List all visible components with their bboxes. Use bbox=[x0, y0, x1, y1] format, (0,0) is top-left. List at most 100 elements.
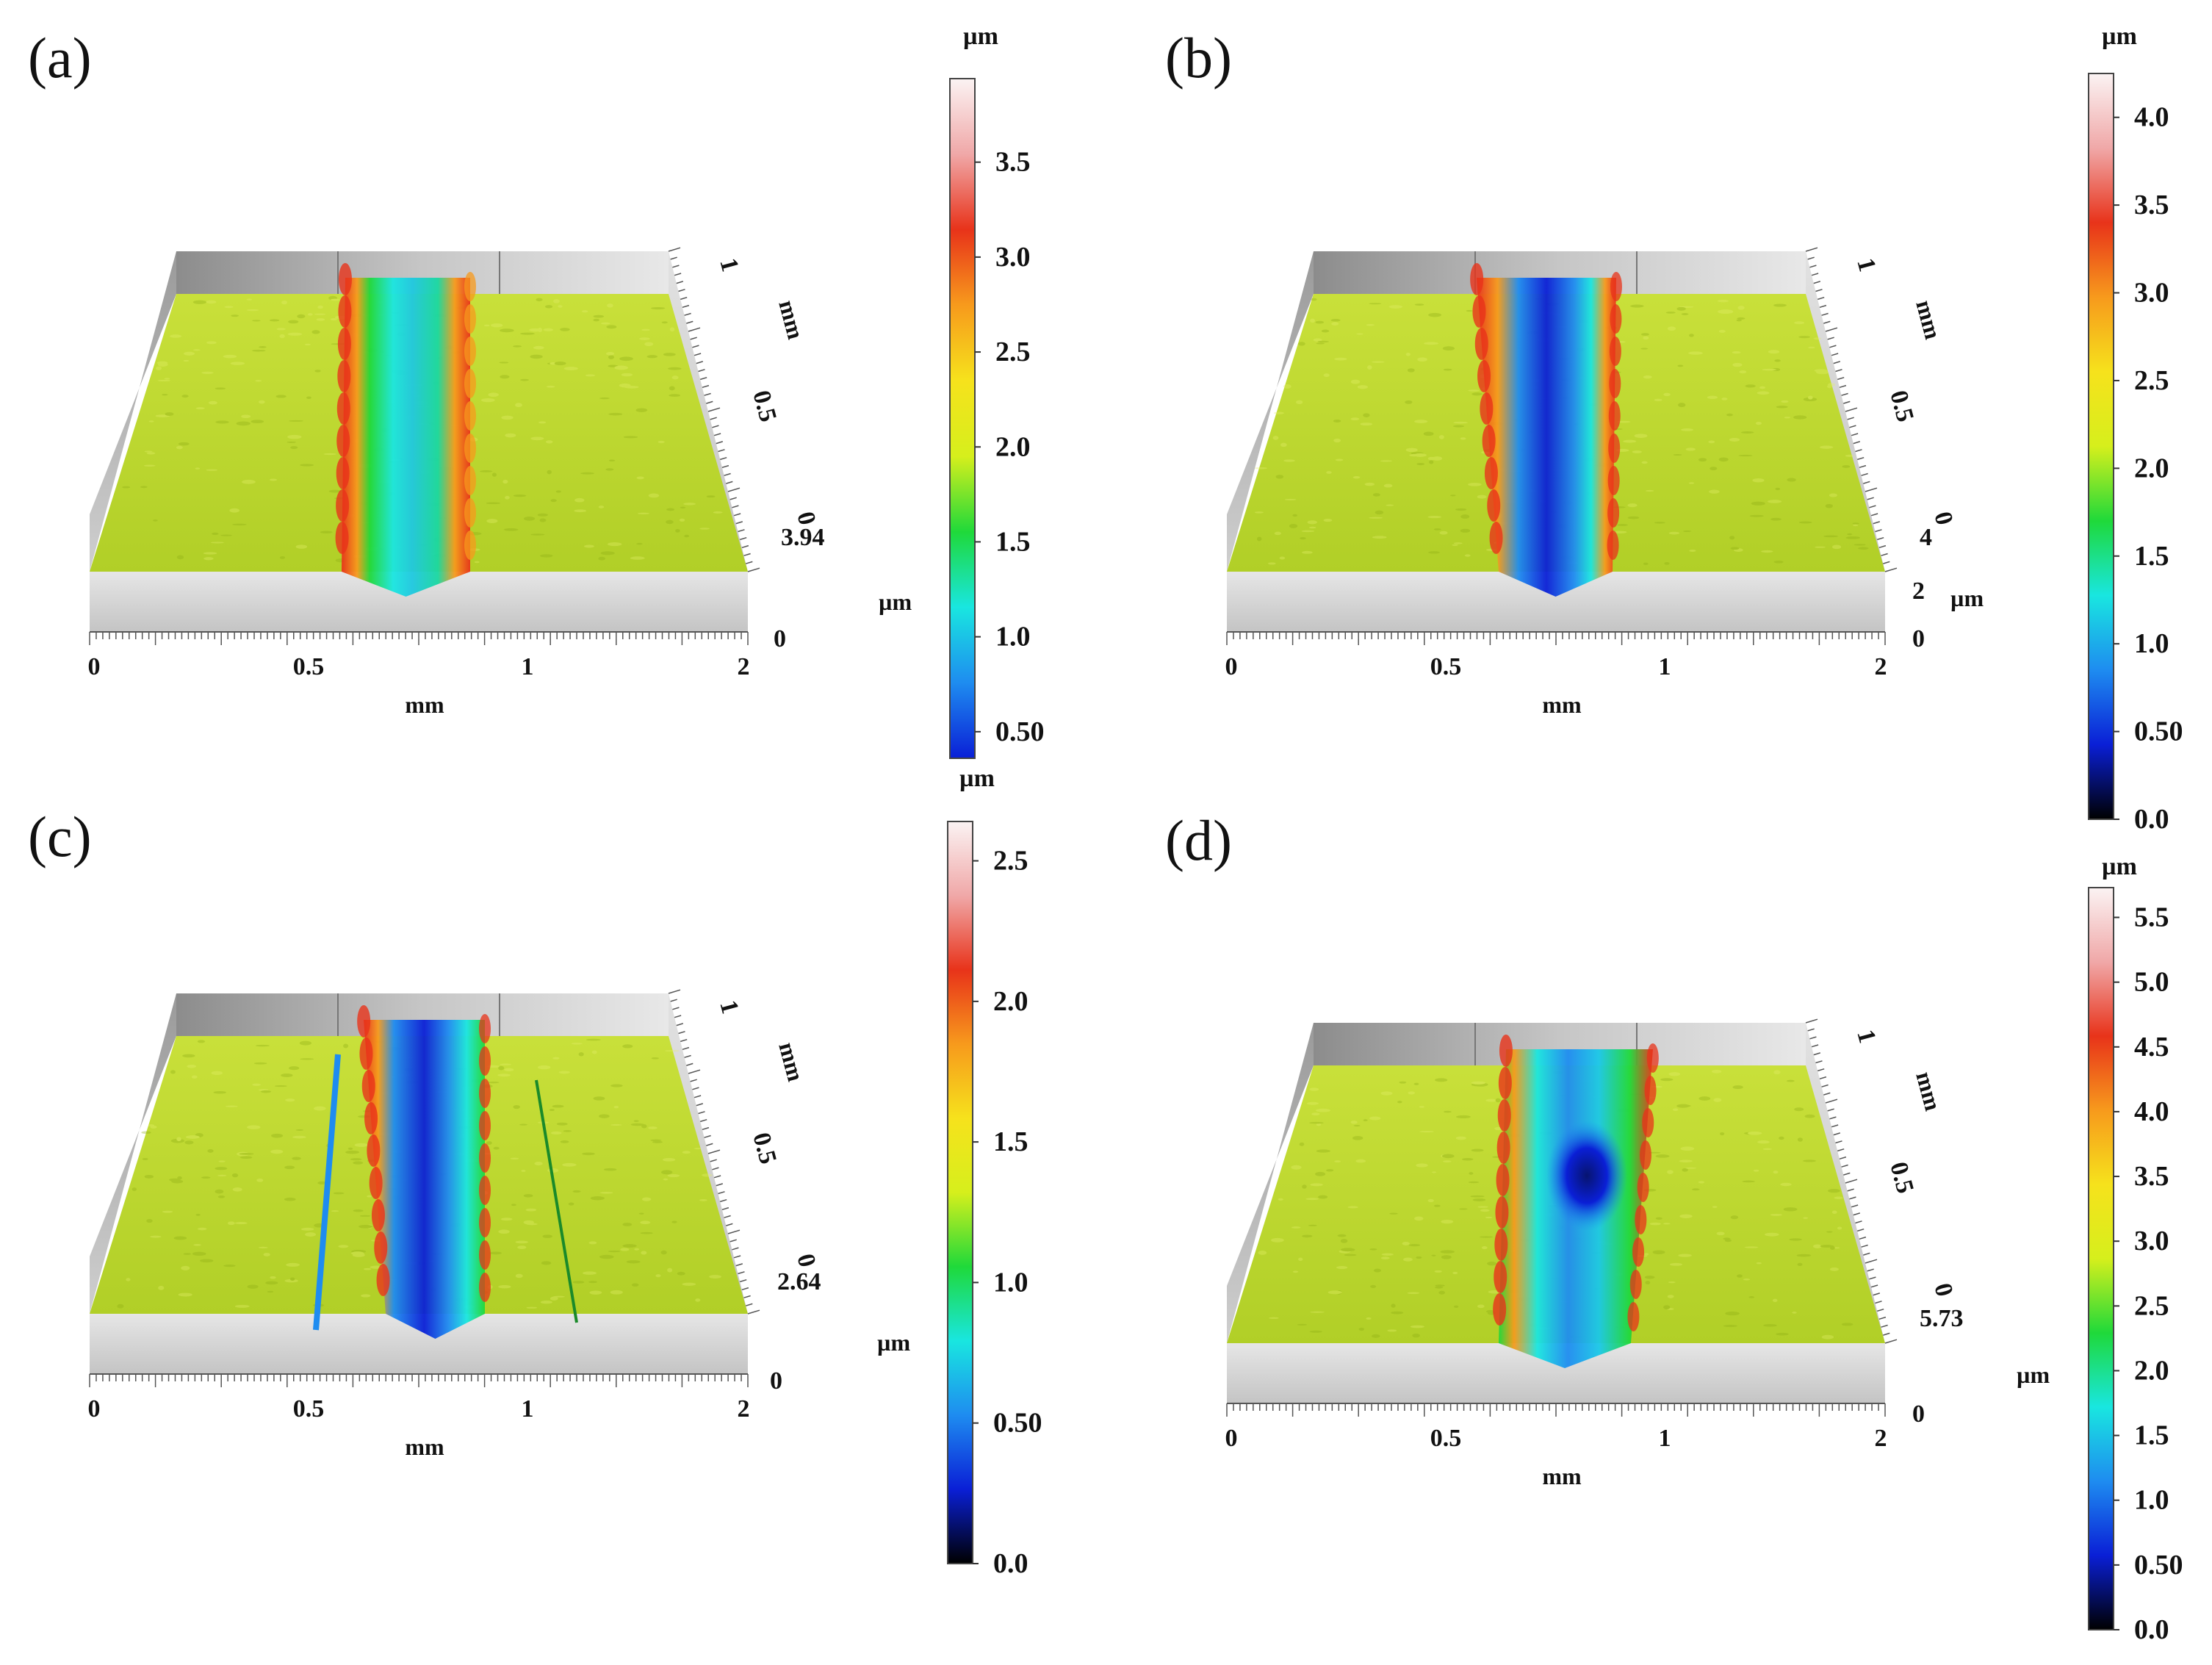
surface-texture-spot bbox=[203, 557, 214, 561]
surface-texture-spot bbox=[1825, 503, 1833, 508]
surface-texture-spot bbox=[259, 400, 265, 404]
surface-texture-spot bbox=[630, 556, 645, 560]
surface-texture-spot bbox=[500, 328, 514, 333]
surface-texture-spot bbox=[1302, 1184, 1307, 1189]
track-ridge bbox=[479, 1079, 491, 1108]
surface-texture-spot bbox=[486, 519, 498, 523]
track-ridge bbox=[1629, 1270, 1642, 1299]
surface-texture-spot bbox=[523, 517, 536, 521]
surface-texture-spot bbox=[267, 1290, 274, 1293]
track-ridge bbox=[479, 1273, 491, 1302]
colorbar-tick-label: 0.50 bbox=[2134, 1550, 2183, 1581]
surface-texture-spot bbox=[351, 1249, 367, 1254]
surface-texture-spot bbox=[1807, 395, 1813, 400]
surface-texture-spot bbox=[640, 1231, 653, 1234]
track-ridge bbox=[479, 1176, 491, 1205]
y-axis-tick bbox=[1831, 1124, 1839, 1128]
y-axis-tick bbox=[1865, 1259, 1878, 1264]
surface-texture-spot bbox=[663, 1178, 669, 1181]
y-axis-tick bbox=[735, 1263, 743, 1267]
surface-texture-spot bbox=[320, 531, 333, 534]
surface-texture-spot bbox=[1683, 530, 1692, 533]
surface-texture-spot bbox=[311, 330, 320, 334]
surface-texture-spot bbox=[1271, 1237, 1284, 1243]
surface-texture-spot bbox=[610, 1290, 623, 1295]
surface-texture-spot bbox=[1321, 329, 1330, 333]
surface-texture-spot bbox=[1652, 1250, 1665, 1255]
surface-texture-spot bbox=[241, 414, 251, 418]
y-axis-tick bbox=[676, 281, 684, 284]
surface-texture-spot bbox=[1416, 1163, 1428, 1168]
surface-texture-spot bbox=[1419, 1106, 1425, 1108]
surface-texture-spot bbox=[669, 386, 675, 391]
surface-texture-spot bbox=[1335, 458, 1344, 461]
surface-texture-spot bbox=[1456, 1115, 1471, 1119]
surface-texture-spot bbox=[1761, 550, 1773, 553]
surface-texture-spot bbox=[1852, 522, 1859, 525]
y-axis-tick bbox=[690, 1079, 697, 1082]
surface-texture-spot bbox=[193, 1244, 201, 1246]
surface-texture-spot bbox=[1291, 1226, 1301, 1229]
surface-texture-spot bbox=[608, 1250, 621, 1253]
surface-texture-spot bbox=[229, 508, 239, 513]
surface-texture-spot bbox=[1858, 547, 1869, 550]
surface-texture-spot bbox=[331, 298, 340, 301]
surface-texture-spot bbox=[1845, 536, 1861, 539]
y-axis-tick bbox=[1878, 544, 1887, 549]
y-axis-tick bbox=[1823, 1092, 1831, 1096]
track-ridge bbox=[336, 489, 350, 522]
surface-texture-spot bbox=[142, 1157, 148, 1160]
surface-texture-spot bbox=[1431, 1171, 1437, 1173]
surface-texture-spot bbox=[1853, 524, 1859, 527]
surface-texture-spot bbox=[1759, 386, 1766, 389]
surface-texture-spot bbox=[1479, 1236, 1494, 1238]
surface-texture-spot bbox=[534, 1161, 543, 1166]
surface-texture-spot bbox=[1391, 1311, 1404, 1315]
surface-texture-spot bbox=[178, 442, 190, 446]
surface-texture-spot bbox=[1756, 1262, 1762, 1265]
surface-texture-spot bbox=[1438, 1290, 1446, 1295]
surface-texture-spot bbox=[1280, 442, 1287, 447]
surface-texture-spot bbox=[1407, 1292, 1420, 1295]
track-ridge bbox=[1477, 360, 1491, 392]
surface-texture-spot bbox=[1310, 318, 1315, 323]
y-tick-label: 1 bbox=[1851, 1026, 1881, 1046]
x-axis: 0 0.5 1 2 mm bbox=[1225, 631, 1887, 718]
surface-texture-spot bbox=[1292, 1270, 1299, 1273]
surface-texture-spot bbox=[165, 412, 174, 416]
surface-texture-spot bbox=[1655, 1154, 1670, 1158]
surface-texture-spot bbox=[593, 314, 605, 318]
surface-texture-spot bbox=[1725, 1311, 1740, 1316]
surface-texture-spot bbox=[300, 464, 314, 467]
y-axis-tick bbox=[1815, 289, 1823, 292]
surface-texture-spot bbox=[270, 1276, 276, 1279]
y-axis-tick bbox=[1849, 425, 1856, 428]
colorbar-tick-label: 0.50 bbox=[993, 1408, 1042, 1439]
surface-texture-spot bbox=[1380, 460, 1392, 462]
track-ridge bbox=[1639, 1140, 1651, 1170]
surface-texture-spot bbox=[606, 325, 617, 329]
surface-texture-spot bbox=[251, 420, 264, 424]
y-axis-tick bbox=[726, 1223, 733, 1226]
colorbar-tick-label: 4.0 bbox=[2134, 102, 2169, 133]
track-ridge bbox=[371, 1199, 385, 1231]
y-axis-tick bbox=[1847, 1188, 1854, 1192]
surface-texture-spot bbox=[1268, 562, 1276, 565]
y-axis-tick bbox=[1807, 256, 1815, 260]
surface-texture-spot bbox=[553, 299, 560, 303]
surface-texture-spot bbox=[1388, 305, 1403, 309]
surface-texture-spot bbox=[1372, 1334, 1380, 1338]
surface-texture-spot bbox=[1423, 431, 1434, 436]
surface-texture-spot bbox=[1736, 319, 1742, 322]
surface-texture-spot bbox=[271, 1133, 284, 1138]
surface-texture-spot bbox=[713, 511, 723, 514]
surface-texture-spot bbox=[513, 495, 527, 497]
surface-texture-spot bbox=[1455, 508, 1467, 511]
surface-texture-spot bbox=[709, 1275, 722, 1279]
surface-texture-spot bbox=[1798, 521, 1812, 524]
z-axis: 3.94 0 µm bbox=[774, 524, 912, 652]
surface-texture-spot bbox=[178, 1292, 192, 1297]
surface-texture-spot bbox=[1441, 1154, 1455, 1159]
surface-texture-spot bbox=[1408, 1091, 1416, 1095]
surface-texture-spot bbox=[1737, 1274, 1743, 1278]
